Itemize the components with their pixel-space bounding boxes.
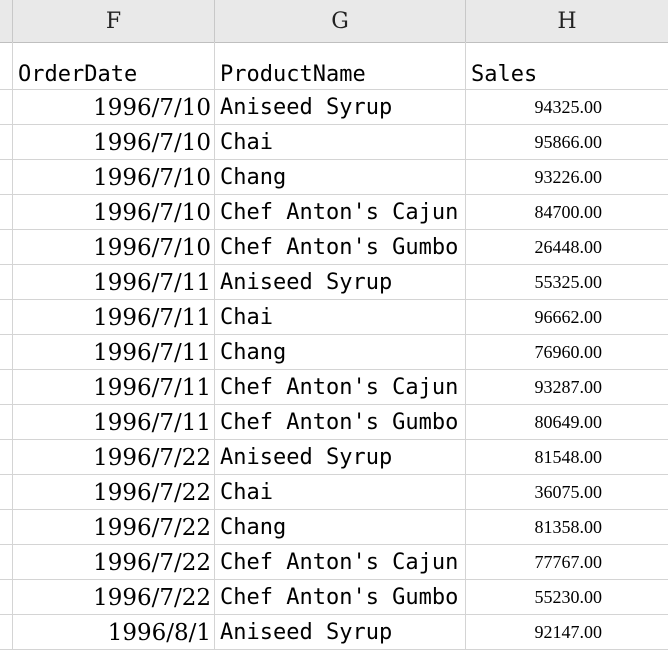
productname-cell[interactable]: Chef Anton's Cajun xyxy=(215,545,466,580)
table-row: 1996/7/11 Chef Anton's Gumbo 80649.00 xyxy=(0,405,668,440)
orderdate-cell[interactable]: 1996/7/22 xyxy=(13,580,215,615)
sales-cell[interactable]: 81358.00 xyxy=(466,510,668,545)
sales-cell[interactable]: 92147.00 xyxy=(466,615,668,650)
row-edge xyxy=(0,230,13,265)
productname-cell[interactable]: Chef Anton's Cajun xyxy=(215,195,466,230)
row-edge xyxy=(0,370,13,405)
table-row: 1996/7/11 Chang 76960.00 xyxy=(0,335,668,370)
orderdate-cell[interactable]: 1996/7/11 xyxy=(13,300,215,335)
table-row: 1996/7/22 Chef Anton's Cajun 77767.00 xyxy=(0,545,668,580)
orderdate-cell[interactable]: 1996/7/11 xyxy=(13,335,215,370)
row-edge xyxy=(0,195,13,230)
table-row: 1996/7/10 Aniseed Syrup 94325.00 xyxy=(0,90,668,125)
row-edge xyxy=(0,160,13,195)
productname-cell[interactable]: Chef Anton's Cajun xyxy=(215,370,466,405)
sales-cell[interactable]: 77767.00 xyxy=(466,545,668,580)
sales-cell[interactable]: 93287.00 xyxy=(466,370,668,405)
row-edge xyxy=(0,580,13,615)
orderdate-cell[interactable]: 1996/7/22 xyxy=(13,440,215,475)
orderdate-cell[interactable]: 1996/7/11 xyxy=(13,405,215,440)
table-header-row: OrderDate ProductName Sales xyxy=(0,42,668,90)
sales-cell[interactable]: 36075.00 xyxy=(466,475,668,510)
row-edge xyxy=(0,265,13,300)
productname-cell[interactable]: Aniseed Syrup xyxy=(215,265,466,300)
orderdate-cell[interactable]: 1996/7/10 xyxy=(13,90,215,125)
productname-cell[interactable]: Chai xyxy=(215,125,466,160)
orderdate-cell[interactable]: 1996/7/10 xyxy=(13,160,215,195)
row-edge xyxy=(0,42,13,90)
productname-cell[interactable]: Chef Anton's Gumbo xyxy=(215,230,466,265)
orderdate-cell[interactable]: 1996/7/11 xyxy=(13,370,215,405)
productname-cell[interactable]: Aniseed Syrup xyxy=(215,440,466,475)
productname-cell[interactable]: Chang xyxy=(215,335,466,370)
sales-cell[interactable]: 95866.00 xyxy=(466,125,668,160)
sales-cell[interactable]: 96662.00 xyxy=(466,300,668,335)
row-edge xyxy=(0,510,13,545)
table-row: 1996/7/22 Chai 36075.00 xyxy=(0,475,668,510)
productname-cell[interactable]: Chef Anton's Gumbo xyxy=(215,405,466,440)
orderdate-cell[interactable]: 1996/8/1 xyxy=(13,615,215,650)
orderdate-cell[interactable]: 1996/7/22 xyxy=(13,510,215,545)
sales-cell[interactable]: 55230.00 xyxy=(466,580,668,615)
sales-cell[interactable]: 55325.00 xyxy=(466,265,668,300)
table-row: 1996/7/11 Chef Anton's Cajun 93287.00 xyxy=(0,370,668,405)
row-edge xyxy=(0,615,13,650)
table-row: 1996/7/11 Chai 96662.00 xyxy=(0,300,668,335)
column-header-h[interactable]: H xyxy=(557,9,577,34)
row-edge xyxy=(0,405,13,440)
productname-cell[interactable]: Aniseed Syrup xyxy=(215,90,466,125)
orderdate-cell[interactable]: 1996/7/10 xyxy=(13,230,215,265)
productname-cell[interactable]: Chai xyxy=(215,300,466,335)
productname-cell[interactable]: Chef Anton's Gumbo xyxy=(215,580,466,615)
orderdate-cell[interactable]: 1996/7/22 xyxy=(13,475,215,510)
row-edge xyxy=(0,125,13,160)
productname-cell[interactable]: Chai xyxy=(215,475,466,510)
header-cell-sales[interactable]: Sales xyxy=(466,42,668,90)
table-row: 1996/8/1 Aniseed Syrup 92147.00 xyxy=(0,615,668,650)
row-edge xyxy=(0,335,13,370)
row-edge xyxy=(0,545,13,580)
sales-cell[interactable]: 76960.00 xyxy=(466,335,668,370)
table-row: 1996/7/11 Aniseed Syrup 55325.00 xyxy=(0,265,668,300)
table-row: 1996/7/22 Aniseed Syrup 81548.00 xyxy=(0,440,668,475)
productname-cell[interactable]: Chang xyxy=(215,160,466,195)
row-edge xyxy=(0,475,13,510)
sales-cell[interactable]: 80649.00 xyxy=(466,405,668,440)
table-row: 1996/7/10 Chef Anton's Cajun 84700.00 xyxy=(0,195,668,230)
orderdate-cell[interactable]: 1996/7/11 xyxy=(13,265,215,300)
orderdate-cell[interactable]: 1996/7/22 xyxy=(13,545,215,580)
table-row: 1996/7/10 Chang 93226.00 xyxy=(0,160,668,195)
column-header-bar: F G H xyxy=(0,0,668,43)
table-row: 1996/7/10 Chef Anton's Gumbo 26448.00 xyxy=(0,230,668,265)
header-cell-orderdate[interactable]: OrderDate xyxy=(13,42,215,90)
select-all-corner[interactable] xyxy=(0,0,13,42)
sales-cell[interactable]: 84700.00 xyxy=(466,195,668,230)
table-row: 1996/7/22 Chang 81358.00 xyxy=(0,510,668,545)
productname-cell[interactable]: Chang xyxy=(215,510,466,545)
sales-cell[interactable]: 94325.00 xyxy=(466,90,668,125)
table-row: 1996/7/10 Chai 95866.00 xyxy=(0,125,668,160)
column-header-f[interactable]: F xyxy=(13,0,215,42)
orderdate-cell[interactable]: 1996/7/10 xyxy=(13,125,215,160)
sales-cell[interactable]: 81548.00 xyxy=(466,440,668,475)
row-edge xyxy=(0,440,13,475)
sales-cell[interactable]: 26448.00 xyxy=(466,230,668,265)
productname-cell[interactable]: Aniseed Syrup xyxy=(215,615,466,650)
row-edge xyxy=(0,90,13,125)
column-header-g[interactable]: G xyxy=(215,0,466,42)
header-cell-productname[interactable]: ProductName xyxy=(215,42,466,90)
orderdate-cell[interactable]: 1996/7/10 xyxy=(13,195,215,230)
table-row: 1996/7/22 Chef Anton's Gumbo 55230.00 xyxy=(0,580,668,615)
sales-cell[interactable]: 93226.00 xyxy=(466,160,668,195)
row-edge xyxy=(0,300,13,335)
